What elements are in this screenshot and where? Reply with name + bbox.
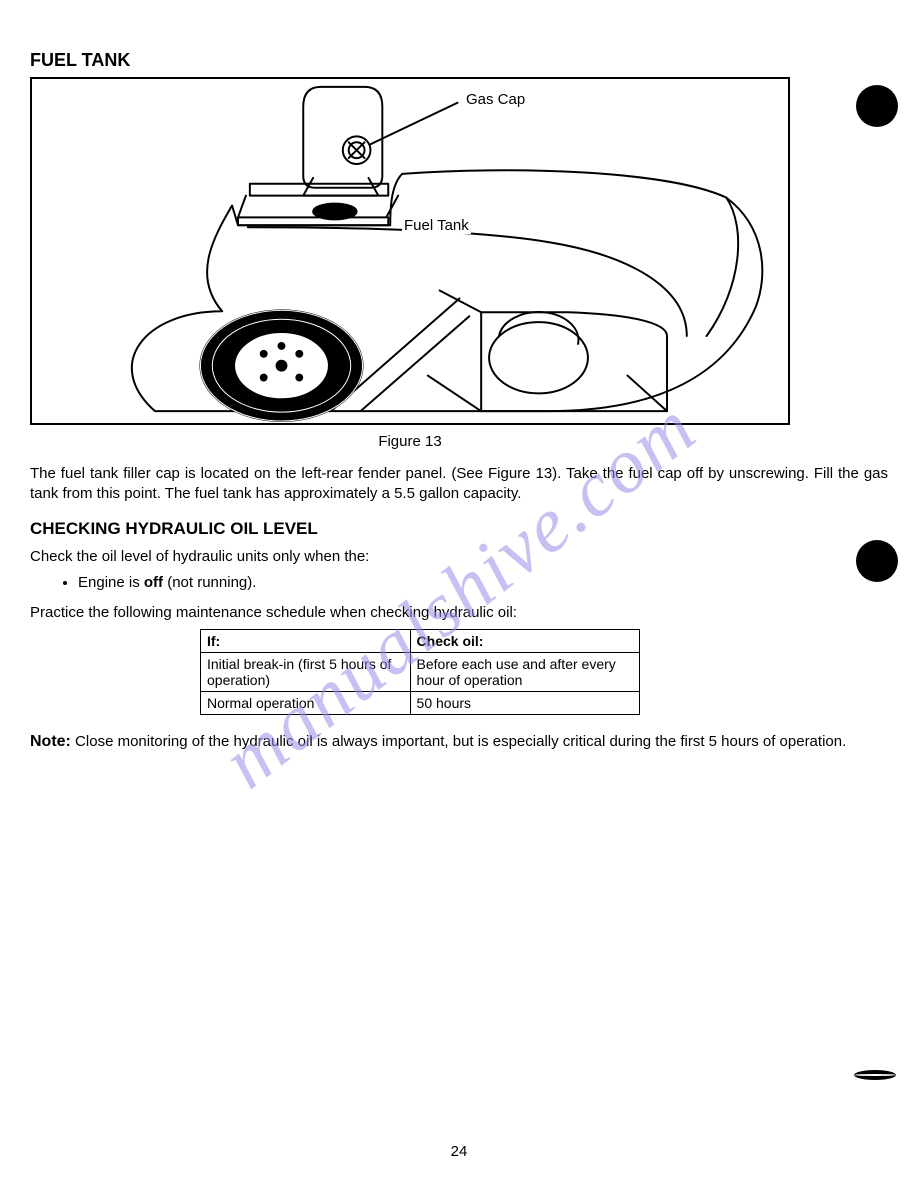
- hydraulic-intro: Check the oil level of hydraulic units o…: [30, 547, 888, 567]
- page-number: 24: [0, 1143, 918, 1160]
- para-fuel-tank: The fuel tank filler cap is located on t…: [30, 464, 888, 505]
- table-row: Normal operation 50 hours: [201, 692, 640, 715]
- hydraulic-bullets: Engine is off (not running).: [78, 573, 888, 593]
- figure-13-box: Gas Cap Fuel Tank: [30, 77, 790, 425]
- bullet-bold: off: [144, 574, 163, 591]
- table-cell: Initial break-in (first 5 hours of opera…: [201, 653, 411, 692]
- schedule-intro: Practice the following maintenance sched…: [30, 603, 888, 623]
- table-header-check: Check oil:: [410, 630, 639, 653]
- figure-label-fuel-tank: Fuel Tank: [402, 217, 471, 234]
- table-header-if: If:: [201, 630, 411, 653]
- note-text: Close monitoring of the hydraulic oil is…: [71, 733, 846, 750]
- table-row: Initial break-in (first 5 hours of opera…: [201, 653, 640, 692]
- section-fuel-tank-title: FUEL TANK: [30, 50, 888, 71]
- bullet-pre: Engine is: [78, 574, 144, 591]
- bullet-post: (not running).: [163, 574, 256, 591]
- note-label: Note:: [30, 733, 71, 750]
- table-cell: 50 hours: [410, 692, 639, 715]
- section-hydraulic-title: CHECKING HYDRAULIC OIL LEVEL: [30, 519, 888, 539]
- maintenance-table: If: Check oil: Initial break-in (first 5…: [200, 629, 640, 715]
- table-cell: Before each use and after every hour of …: [410, 653, 639, 692]
- table-header-row: If: Check oil:: [201, 630, 640, 653]
- table-cell: Normal operation: [201, 692, 411, 715]
- figure-caption: Figure 13: [30, 433, 790, 450]
- note-paragraph: Note: Close monitoring of the hydraulic …: [30, 731, 888, 753]
- hole-punch-bottom: [854, 1070, 896, 1080]
- figure-13-drawing: [32, 79, 788, 423]
- bullet-engine-off: Engine is off (not running).: [78, 573, 888, 593]
- figure-label-gas-cap: Gas Cap: [464, 91, 527, 108]
- page-content: FUEL TANK: [30, 50, 888, 753]
